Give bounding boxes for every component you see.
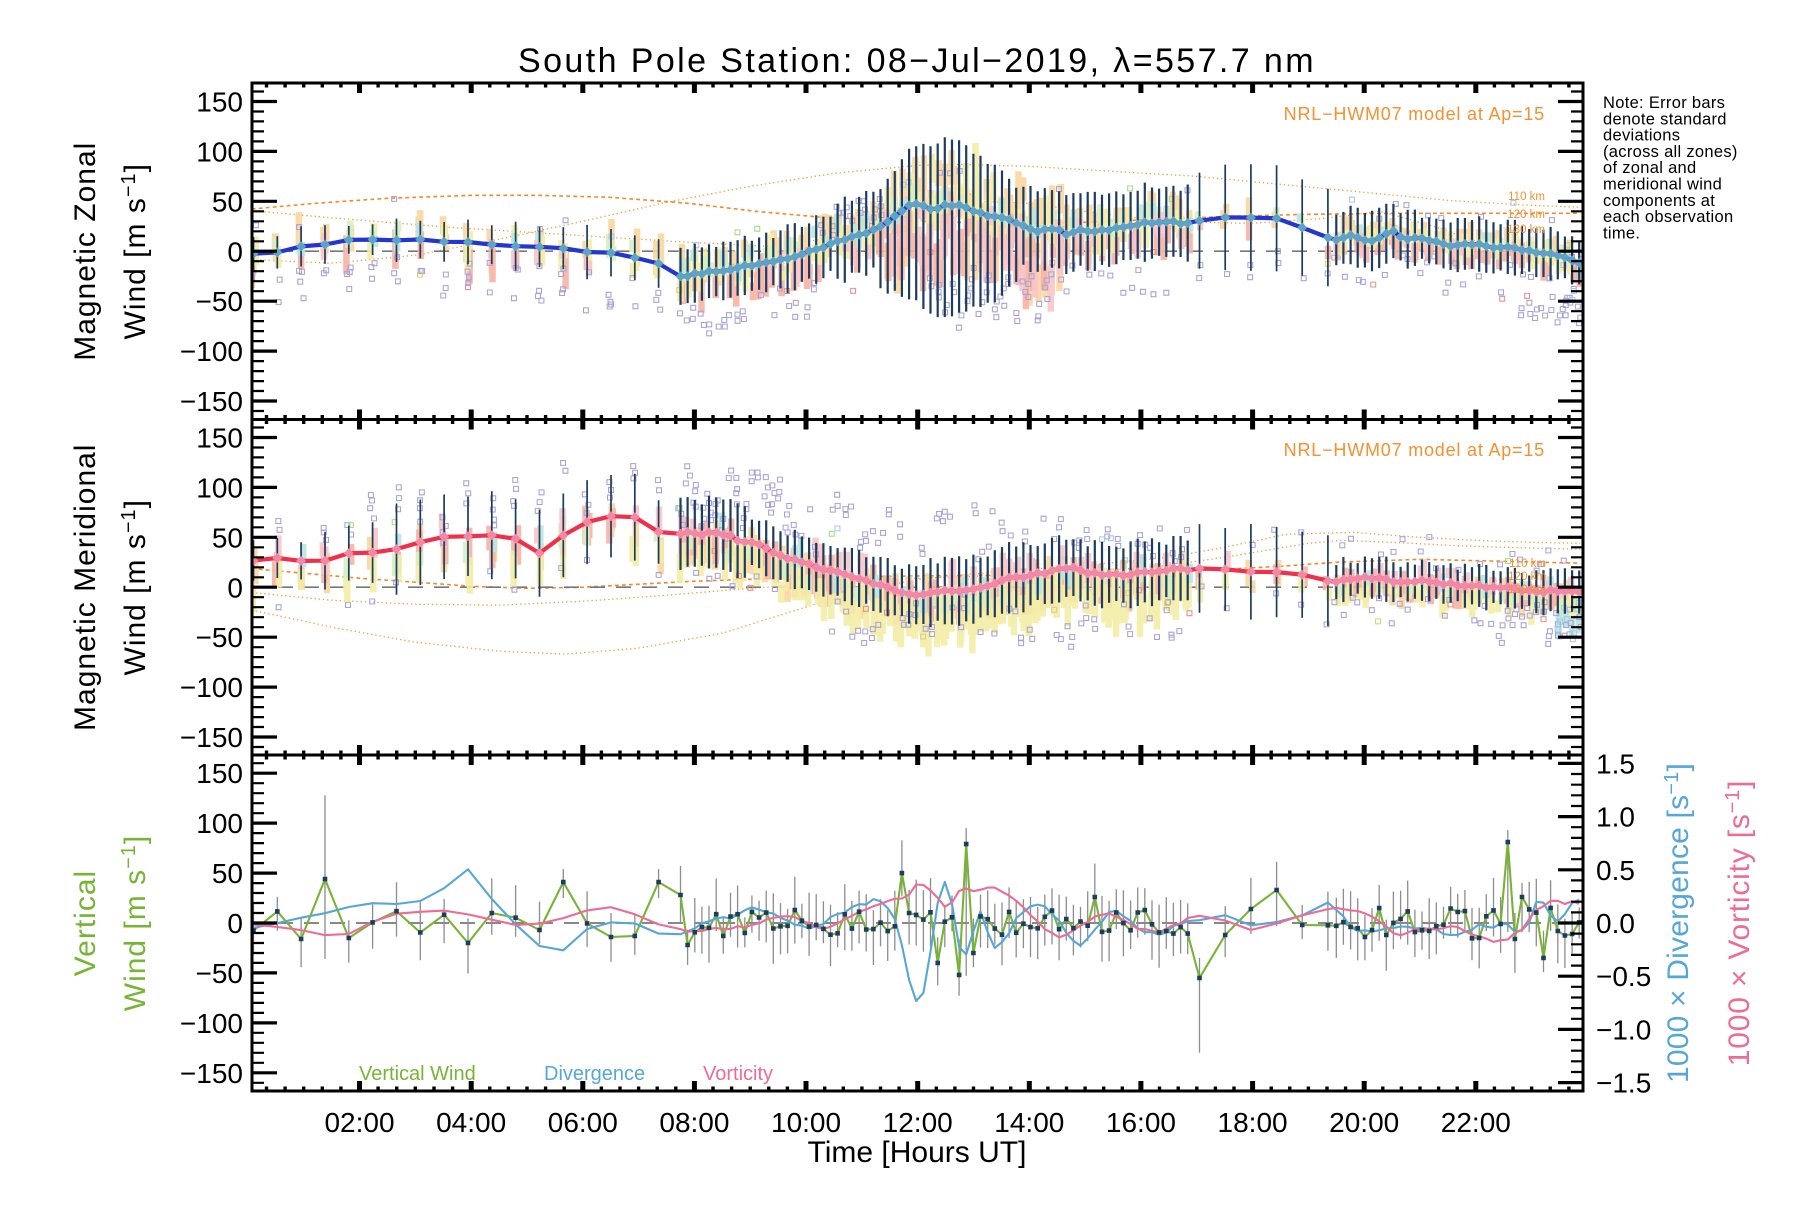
svg-text:Wind [m s−1]: Wind [m s−1] <box>118 499 152 676</box>
svg-text:150: 150 <box>196 422 243 453</box>
svg-text:Time [Hours UT]: Time [Hours UT] <box>808 1136 1027 1169</box>
svg-text:deviations: deviations <box>1603 127 1680 145</box>
svg-text:Note: Error bars: Note: Error bars <box>1603 94 1725 112</box>
svg-text:100: 100 <box>196 472 243 503</box>
svg-text:denote standard: denote standard <box>1603 110 1727 128</box>
svg-text:−50: −50 <box>196 286 244 317</box>
svg-text:16:00: 16:00 <box>1106 1107 1176 1138</box>
svg-text:18:00: 18:00 <box>1218 1107 1288 1138</box>
svg-text:20:00: 20:00 <box>1329 1107 1399 1138</box>
svg-text:100: 100 <box>196 808 243 839</box>
svg-text:50: 50 <box>212 858 243 889</box>
svg-text:Vertical Wind: Vertical Wind <box>359 1063 476 1085</box>
svg-text:−150: −150 <box>180 386 243 417</box>
svg-text:10:00: 10:00 <box>771 1107 841 1138</box>
svg-text:meridional wind: meridional wind <box>1603 176 1722 194</box>
svg-text:components at: components at <box>1603 192 1715 210</box>
svg-text:120 km: 120 km <box>1507 209 1545 221</box>
svg-text:110 km: 110 km <box>1508 191 1545 203</box>
svg-text:Divergence: Divergence <box>544 1063 645 1085</box>
svg-text:100: 100 <box>196 136 243 167</box>
svg-text:08:00: 08:00 <box>659 1107 729 1138</box>
svg-text:Vertical: Vertical <box>69 870 102 976</box>
svg-text:0: 0 <box>227 908 243 939</box>
svg-text:120 km: 120 km <box>1508 571 1546 583</box>
svg-text:130 km: 130 km <box>1507 224 1545 236</box>
svg-text:−0.5: −0.5 <box>1596 961 1651 992</box>
svg-text:110 km: 110 km <box>1509 558 1546 570</box>
svg-text:50: 50 <box>212 522 243 553</box>
svg-text:−100: −100 <box>180 672 243 703</box>
svg-text:0.5: 0.5 <box>1596 855 1635 886</box>
svg-text:time.: time. <box>1603 224 1640 242</box>
svg-text:Magnetic Meridional: Magnetic Meridional <box>69 444 102 731</box>
svg-text:0: 0 <box>227 236 243 267</box>
svg-text:Vorticity: Vorticity <box>703 1063 773 1085</box>
svg-text:130 km: 130 km <box>1508 584 1546 596</box>
svg-text:1.5: 1.5 <box>1596 748 1635 779</box>
svg-text:Magnetic Zonal: Magnetic Zonal <box>69 142 102 361</box>
svg-text:−1.0: −1.0 <box>1596 1014 1651 1045</box>
svg-text:1.0: 1.0 <box>1596 802 1635 833</box>
svg-text:NRL−HWM07 model at Ap=15: NRL−HWM07 model at Ap=15 <box>1284 104 1545 124</box>
svg-text:−150: −150 <box>180 1058 243 1089</box>
svg-text:1000 × Vorticity [s−1]: 1000 × Vorticity [s−1] <box>1722 780 1756 1066</box>
svg-text:−100: −100 <box>180 1008 243 1039</box>
svg-text:−1.5: −1.5 <box>1596 1068 1651 1099</box>
svg-text:−50: −50 <box>196 958 244 989</box>
svg-text:−50: −50 <box>196 622 244 653</box>
svg-text:150: 150 <box>196 86 243 117</box>
svg-text:−150: −150 <box>180 722 243 753</box>
svg-text:22:00: 22:00 <box>1441 1107 1511 1138</box>
svg-text:(across all zones): (across all zones) <box>1603 143 1738 161</box>
svg-text:1000 × Divergence [s−1]: 1000 × Divergence [s−1] <box>1661 763 1695 1083</box>
svg-text:0: 0 <box>227 572 243 603</box>
svg-text:−100: −100 <box>180 336 243 367</box>
svg-text:South Pole Station: 08−Jul−201: South Pole Station: 08−Jul−2019, λ=557.7… <box>518 42 1316 80</box>
svg-text:NRL−HWM07 model at Ap=15: NRL−HWM07 model at Ap=15 <box>1284 440 1545 460</box>
svg-text:0.0: 0.0 <box>1596 908 1635 939</box>
svg-text:14:00: 14:00 <box>994 1107 1064 1138</box>
svg-text:02:00: 02:00 <box>324 1107 394 1138</box>
svg-text:12:00: 12:00 <box>883 1107 953 1138</box>
svg-text:06:00: 06:00 <box>548 1107 618 1138</box>
svg-text:each observation: each observation <box>1603 208 1733 226</box>
svg-text:150: 150 <box>196 758 243 789</box>
svg-text:04:00: 04:00 <box>436 1107 506 1138</box>
svg-text:50: 50 <box>212 186 243 217</box>
svg-text:of zonal and: of zonal and <box>1603 159 1697 177</box>
